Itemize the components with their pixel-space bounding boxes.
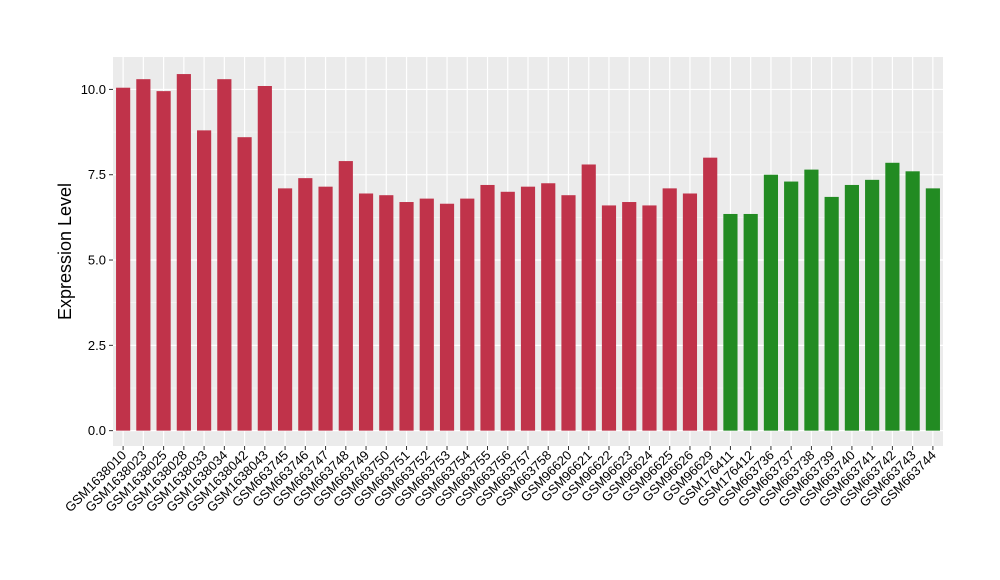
bar-GSM663744 <box>925 188 940 431</box>
y-tick-label: 2.5 <box>88 338 106 353</box>
bar-GSM96620 <box>561 195 576 431</box>
bars-layer <box>116 74 940 431</box>
y-axis: 0.0 2.5 5.0 7.5 10.0 <box>81 82 113 438</box>
bar-GSM663747 <box>318 186 333 431</box>
bar-GSM96621 <box>581 164 596 431</box>
bar-GSM663755 <box>480 184 495 431</box>
bar-GSM663748 <box>338 161 353 431</box>
bar-GSM96624 <box>642 205 657 431</box>
bar-GSM663746 <box>298 178 313 431</box>
bar-GSM663749 <box>358 193 374 431</box>
bar-GSM1638028 <box>176 74 191 431</box>
bar-GSM663756 <box>500 191 515 431</box>
x-axis: GSM1638010GSM1638023GSM1638025GSM1638028… <box>62 446 939 515</box>
y-tick-label: 0.0 <box>88 423 106 438</box>
bar-GSM663753 <box>439 203 455 431</box>
bar-GSM663742 <box>885 162 900 431</box>
bar-GSM663736 <box>763 174 779 431</box>
bar-GSM1638033 <box>197 130 212 431</box>
bar-GSM96622 <box>601 205 617 431</box>
bar-GSM96623 <box>622 202 637 431</box>
bar-GSM176412 <box>743 213 758 431</box>
bar-GSM663740 <box>844 184 859 431</box>
bar-GSM1638025 <box>156 91 171 431</box>
bar-GSM96625 <box>662 188 677 431</box>
y-tick-label: 5.0 <box>88 253 106 268</box>
bar-GSM663758 <box>541 183 556 431</box>
bar-GSM1638034 <box>217 79 232 431</box>
bar-GSM176411 <box>723 213 738 431</box>
y-tick-label: 7.5 <box>88 167 106 182</box>
bar-GSM663741 <box>865 179 880 431</box>
bar-GSM1638023 <box>136 79 151 431</box>
bar-GSM663745 <box>277 188 293 431</box>
bar-GSM663750 <box>379 195 394 431</box>
bar-GSM663743 <box>905 171 920 431</box>
y-axis-title: Expression Level <box>55 183 75 320</box>
bar-GSM1638042 <box>237 137 252 431</box>
bar-GSM663754 <box>460 198 475 431</box>
bar-GSM663737 <box>784 181 799 431</box>
bar-GSM663738 <box>804 169 819 431</box>
bar-GSM1638010 <box>116 87 131 431</box>
bar-GSM96629 <box>703 157 718 431</box>
bar-GSM96626 <box>682 193 698 431</box>
bar-GSM1638043 <box>257 86 272 431</box>
bar-GSM663757 <box>520 186 536 431</box>
bar-GSM663739 <box>824 196 839 431</box>
bar-GSM663751 <box>399 202 414 431</box>
bar-GSM663752 <box>419 198 434 431</box>
y-tick-label: 10.0 <box>81 82 106 97</box>
